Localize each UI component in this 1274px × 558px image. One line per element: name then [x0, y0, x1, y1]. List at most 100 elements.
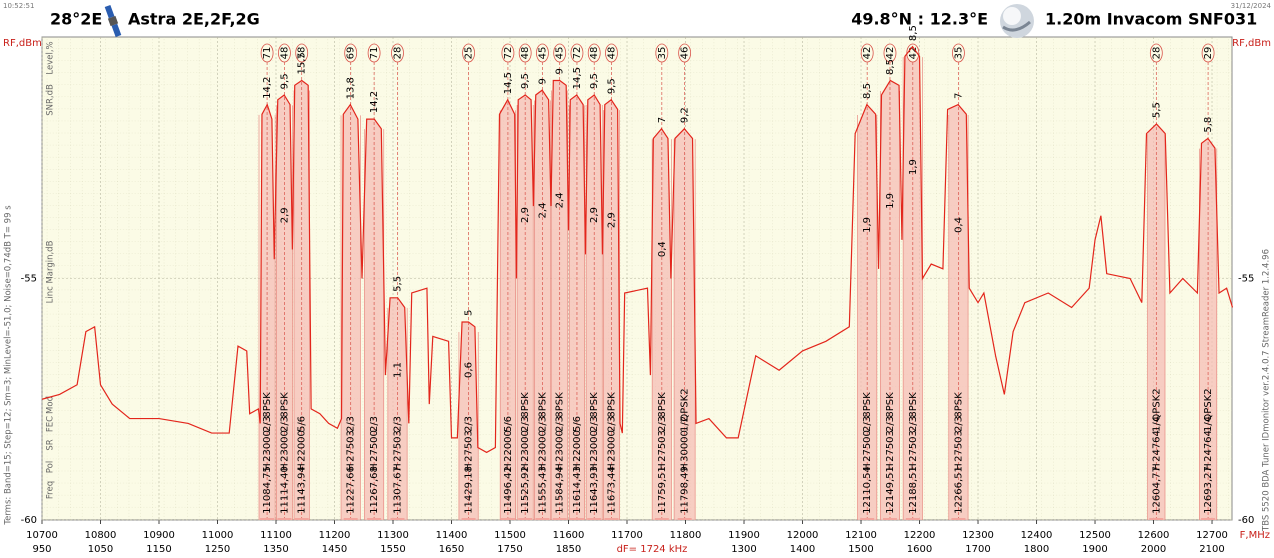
- x-tick-label: 12300: [962, 530, 994, 541]
- snr: 7: [657, 117, 668, 123]
- symbol-rate: 27500: [862, 430, 873, 462]
- snr: 8,5: [885, 59, 896, 75]
- frequency: 12266,51: [953, 466, 964, 514]
- level-badge: [605, 43, 618, 63]
- fec: 1/4: [1203, 416, 1214, 432]
- channel-foot: [367, 518, 382, 520]
- if-tick-label: 1600: [907, 544, 932, 555]
- modulation: 8PSK: [537, 392, 548, 418]
- symbol-rate: 27503: [953, 430, 964, 462]
- margin: 2,9: [589, 207, 600, 223]
- symbol-rate: 27503: [346, 430, 357, 462]
- x-tick-label: 11600: [553, 530, 585, 541]
- fec: 2/3: [589, 416, 600, 432]
- level-badge: [501, 43, 515, 63]
- level-badge: [655, 43, 669, 63]
- level: 28: [392, 47, 403, 60]
- polarization: H: [953, 463, 964, 471]
- level-badge: [260, 43, 274, 63]
- snr: 5,8: [1203, 117, 1214, 133]
- symbol-rate: 27503: [657, 430, 668, 462]
- fec: 2/3: [908, 416, 919, 432]
- fec-label: FEC: [46, 416, 56, 432]
- level: 45: [555, 47, 566, 60]
- date: 31/12/2024: [1231, 2, 1272, 10]
- x-tick-label: 12700: [1196, 530, 1228, 541]
- channel-foot: [860, 518, 875, 520]
- level-badge: [367, 43, 381, 63]
- frequency: 12693,27: [1203, 466, 1214, 514]
- margin: 2,9: [520, 207, 531, 223]
- symbol-rate: 27503: [885, 430, 896, 462]
- level-badge: [295, 43, 309, 63]
- channel-foot: [1201, 518, 1216, 520]
- frequency: 11759,51: [657, 466, 668, 514]
- channel-foot: [535, 518, 550, 520]
- location: 49.8°N : 12.3°E: [851, 10, 988, 29]
- level: 69: [346, 47, 357, 60]
- level: 46: [680, 47, 691, 60]
- if-tick-label: 1850: [556, 544, 581, 555]
- symbol-rate: 23000: [279, 430, 290, 462]
- frequency: 11798,49: [680, 466, 691, 514]
- level-badge: [587, 43, 601, 63]
- modulation: 8PSK: [908, 392, 919, 418]
- level-badge: [952, 43, 965, 63]
- level: 42: [908, 47, 919, 60]
- margin: 2,9: [279, 207, 290, 223]
- symbol-rate: 24764: [1151, 430, 1162, 462]
- channel-foot: [461, 518, 476, 520]
- snr: 13,8: [346, 77, 357, 99]
- if-tick-label: 1450: [322, 544, 347, 555]
- level: 42: [885, 47, 896, 60]
- y-tick-label-right: -55: [1238, 274, 1254, 285]
- polarization: H: [572, 463, 583, 471]
- symbol-rate: 27503: [392, 430, 403, 462]
- channel-foot: [654, 518, 669, 520]
- df-annotation: dF= 1724 kHz: [617, 544, 688, 555]
- level: 72: [503, 47, 514, 60]
- symbol-rate: 23000: [606, 430, 617, 462]
- position: 28°2E: [50, 10, 102, 29]
- y-axis-label-left: RF,dBm: [3, 38, 42, 49]
- x-tick-label: 11900: [728, 530, 760, 541]
- frequency: 12188,51: [908, 466, 919, 514]
- fec: 2/3: [279, 416, 290, 432]
- if-tick-label: 1700: [965, 544, 990, 555]
- if-tick-label: 950: [32, 544, 51, 555]
- symbol-rate: 30000: [680, 430, 691, 462]
- margin: 0,4: [953, 217, 964, 233]
- x-tick-label: 10900: [143, 530, 175, 541]
- margin: 0,4: [657, 241, 668, 257]
- symbol-rate: 22000: [572, 430, 583, 462]
- y-tick-label-right: -60: [1238, 515, 1254, 526]
- x-tick-label: 12600: [1138, 530, 1170, 541]
- frequency: 11114,40: [279, 466, 290, 514]
- channel-foot: [882, 518, 897, 520]
- freq-label: Freq: [46, 481, 56, 499]
- satellite-name: Astra 2E,2F,2G: [128, 10, 260, 29]
- modulation: 8PSK: [657, 392, 668, 418]
- modulation: 8PSK: [279, 392, 290, 418]
- frequency: 11584,94: [555, 466, 566, 514]
- modulation: 8PSK: [589, 392, 600, 418]
- fec: 1/2: [680, 416, 691, 432]
- level-badge: [678, 43, 692, 63]
- x-tick-label: 11500: [494, 530, 526, 541]
- if-tick-label: 1050: [88, 544, 113, 555]
- modulation: 8PSK: [953, 392, 964, 418]
- frequency: 11267,68: [369, 466, 380, 514]
- x-axis-label: F,MHz: [1240, 530, 1270, 541]
- level: 45: [537, 47, 548, 60]
- level: 42: [862, 47, 873, 60]
- x-tick-label: 11700: [611, 530, 643, 541]
- x-tick-label: 12000: [787, 530, 819, 541]
- fec: 5/6: [503, 416, 514, 432]
- level-badge: [1149, 43, 1163, 63]
- x-tick-label: 11100: [260, 530, 292, 541]
- fec: 2/3: [346, 416, 357, 432]
- channel-foot: [500, 518, 515, 520]
- channel-foot: [677, 518, 692, 520]
- polarization: H: [908, 463, 919, 471]
